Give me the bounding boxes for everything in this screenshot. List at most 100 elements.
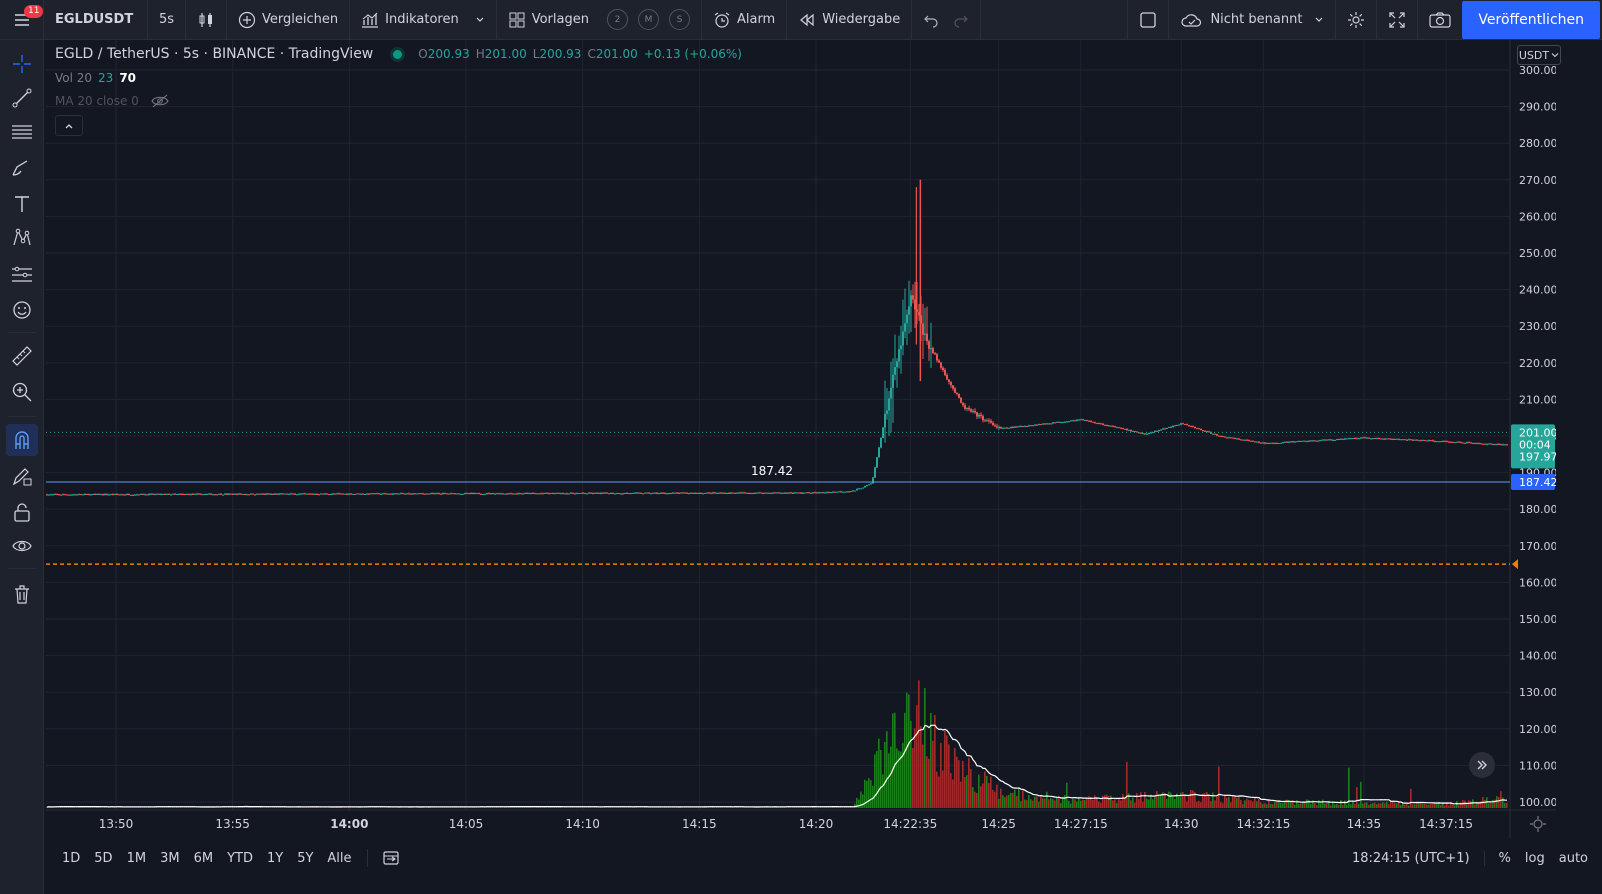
chart-canvas[interactable]: 13:50 13:55 14:00 14:05 14:10 14:15 14:20 14:22…	[46, 40, 1556, 838]
interval-button[interactable]: 5s	[148, 0, 187, 40]
candle-body	[536, 493, 538, 495]
range-5d[interactable]: 5D	[94, 850, 113, 866]
main-menu-button[interactable]: 11	[0, 0, 44, 40]
range-3m[interactable]: 3M	[160, 850, 180, 866]
range-1m[interactable]: 1M	[126, 850, 147, 866]
lock-drawing-tool[interactable]	[6, 460, 38, 492]
volume-bar	[858, 799, 860, 808]
replay-button[interactable]: Wiedergabe	[787, 0, 913, 40]
candle-body	[1146, 433, 1148, 435]
alert-button[interactable]: Alarm	[702, 0, 788, 40]
publish-button[interactable]: Veröffentlichen	[1462, 0, 1600, 39]
candle-body	[872, 477, 874, 484]
template-slot-2[interactable]: M	[637, 9, 659, 30]
scroll-to-realtime-button[interactable]	[1469, 752, 1495, 778]
brush-tool[interactable]	[6, 152, 38, 184]
templates-button[interactable]: Vorlagen 2 M S	[497, 0, 702, 40]
range-5y[interactable]: 5Y	[297, 850, 314, 866]
candle-body	[774, 492, 776, 494]
icons-tool[interactable]	[6, 294, 38, 326]
percent-scale-toggle[interactable]: %	[1498, 850, 1511, 866]
magnet-tool[interactable]	[6, 424, 38, 456]
lock-all-tool[interactable]	[6, 496, 38, 528]
save-layout-button[interactable]: Nicht benannt	[1169, 0, 1337, 40]
candle-body	[70, 494, 72, 496]
auto-scale-toggle[interactable]: auto	[1558, 850, 1588, 866]
volume-bar	[1102, 795, 1104, 808]
range-1d[interactable]: 1D	[62, 850, 81, 866]
template-slot-1[interactable]: 2	[606, 9, 628, 30]
candle-body	[1090, 420, 1092, 422]
candle-body	[766, 492, 768, 494]
currency-select[interactable]: USDT	[1517, 45, 1561, 65]
chart-type-button[interactable]	[186, 0, 228, 40]
volume-bar	[1464, 800, 1466, 808]
collapse-legend-button[interactable]	[55, 115, 83, 136]
text-tool[interactable]	[6, 188, 38, 220]
template-slot-3[interactable]: S	[668, 9, 690, 30]
redo-button[interactable]	[946, 0, 982, 40]
range-6m[interactable]: 6M	[193, 850, 214, 866]
candle-body	[436, 493, 438, 495]
candle-body	[118, 494, 120, 496]
candle-body	[278, 493, 280, 495]
candle-body	[1226, 437, 1228, 439]
fib-tool[interactable]	[6, 116, 38, 148]
zoom-tool[interactable]	[6, 376, 38, 408]
volume-bar	[1228, 797, 1230, 808]
settings-button[interactable]	[1336, 0, 1378, 40]
volume-bar	[1160, 794, 1162, 808]
volume-bar	[1424, 803, 1426, 808]
snapshot-button[interactable]	[1418, 0, 1462, 40]
ma-legend[interactable]: MA 20 close 0	[55, 94, 169, 108]
trend-line-tool[interactable]	[6, 82, 38, 114]
symbol-search-button[interactable]: EGLDUSDT	[44, 0, 148, 40]
candle-body	[1306, 441, 1308, 443]
range-1y[interactable]: 1Y	[266, 850, 284, 866]
log-scale-toggle[interactable]: log	[1524, 850, 1545, 866]
candle-body	[860, 488, 862, 490]
symbol-title[interactable]: EGLD / TetherUS · 5s · BINANCE · Trading…	[55, 46, 374, 62]
prediction-tool[interactable]	[6, 258, 38, 290]
chart-pane[interactable]: 13:50 13:55 14:00 14:05 14:10 14:15 14:20 14:22…	[46, 40, 1556, 838]
candle-body	[1034, 424, 1036, 426]
candle-body	[1474, 443, 1476, 445]
market-status-icon[interactable]	[393, 49, 403, 59]
volume-legend[interactable]: Vol 20 23 70	[55, 71, 136, 85]
volume-bar	[436, 807, 438, 808]
candle-body	[1494, 444, 1496, 446]
timezone-clock[interactable]: 18:24:15 (UTC+1)	[1345, 850, 1485, 866]
candle-body	[238, 493, 240, 495]
hide-tool[interactable]	[6, 530, 38, 562]
crosshair-tool[interactable]	[6, 48, 38, 80]
volume-bar	[772, 807, 774, 808]
go-to-date-button[interactable]	[376, 850, 406, 866]
volume-bar	[1372, 803, 1374, 808]
candle-body	[896, 361, 898, 368]
ruler-tool[interactable]	[6, 340, 38, 372]
fullscreen-button[interactable]	[1377, 0, 1419, 40]
volume-bar	[794, 806, 796, 808]
open-value: 200.93	[427, 47, 470, 61]
volume-bar	[456, 807, 458, 808]
candle-body	[492, 493, 494, 495]
range-alle[interactable]: Alle	[327, 850, 352, 866]
candle-body	[1364, 437, 1366, 439]
candle-body	[58, 494, 60, 496]
eye-hidden-icon[interactable]	[151, 94, 169, 108]
volume-bar	[442, 806, 444, 808]
candle-body	[80, 494, 82, 496]
undo-button[interactable]	[912, 0, 946, 40]
layout-select-button[interactable]	[1127, 0, 1170, 40]
candle-body	[380, 493, 382, 495]
compare-button[interactable]: Vergleichen	[227, 0, 351, 40]
volume-bar	[1296, 800, 1298, 808]
remove-drawings-tool[interactable]	[6, 578, 38, 610]
volume-bar	[118, 806, 120, 808]
pattern-tool[interactable]	[6, 222, 38, 254]
range-ytd[interactable]: YTD	[227, 850, 253, 866]
volume-bar	[1192, 790, 1194, 808]
volume-bar	[1382, 802, 1384, 808]
candle-body	[1496, 443, 1498, 445]
indicators-button[interactable]: Indikatoren	[350, 0, 497, 40]
